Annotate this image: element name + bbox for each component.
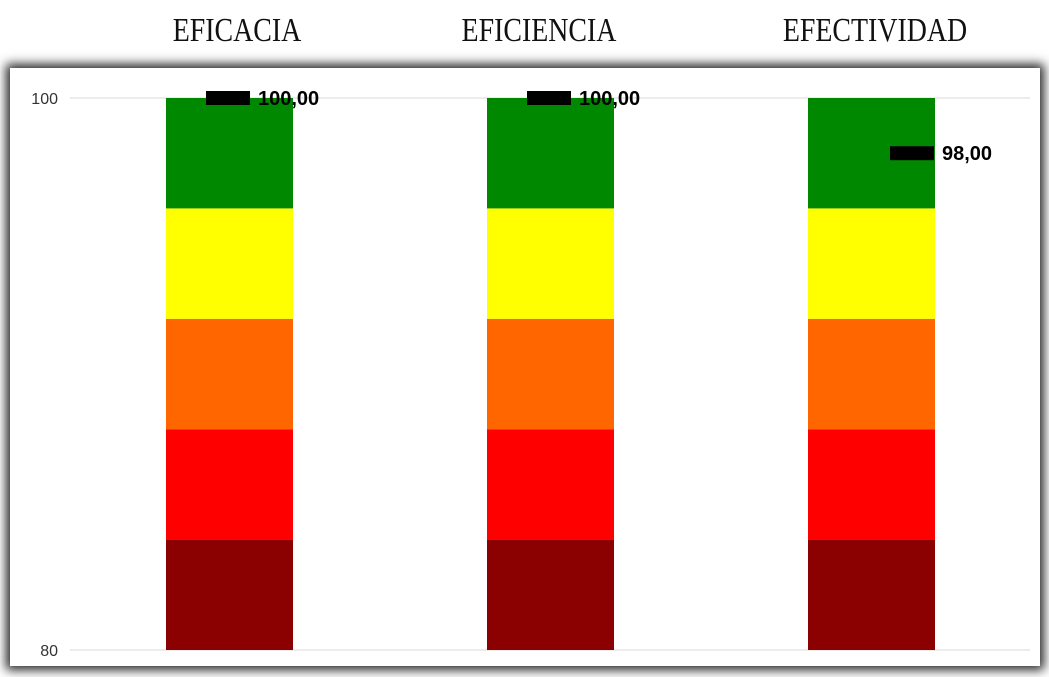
bar-band [808, 539, 935, 650]
value-marker [890, 146, 934, 161]
bar-band [808, 208, 935, 319]
bar-band [166, 429, 293, 540]
title-eficiencia: EFICIENCIA [461, 12, 617, 49]
title-efectividad: EFECTIVIDAD [782, 12, 968, 49]
value-marker [527, 91, 571, 105]
bar-band [487, 318, 614, 430]
bar-band [166, 318, 293, 430]
bar-band [487, 539, 614, 650]
bar-band [166, 539, 293, 650]
bar-band [487, 98, 614, 209]
bar-band [808, 429, 935, 540]
value-marker [206, 91, 250, 105]
bar-band [487, 429, 614, 540]
bar-band [166, 208, 293, 319]
value-label: 100,00 [579, 88, 640, 110]
value-label: 98,00 [942, 143, 992, 165]
bar-band [487, 208, 614, 319]
title-eficacia: EFICACIA [172, 12, 302, 49]
y-tick-label: 80 [40, 643, 58, 660]
value-label: 100,00 [258, 88, 319, 110]
bar-band [808, 318, 935, 430]
bar-band [166, 98, 293, 209]
y-tick-label: 100 [31, 91, 58, 108]
